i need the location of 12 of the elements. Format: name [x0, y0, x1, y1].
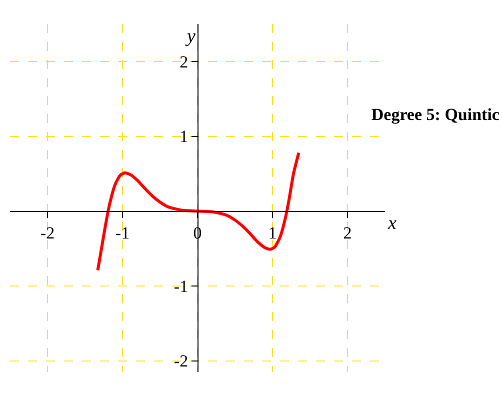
text: Degree 5: Quintic: [371, 104, 500, 124]
x-tick-label: 2: [343, 223, 352, 242]
line-series: [96, 151, 300, 272]
y-tick-label: 2: [180, 52, 188, 72]
x-axis-title: x: [387, 213, 397, 234]
x-tick-label: -1: [115, 223, 130, 242]
y-tick-label: -2: [174, 352, 188, 371]
y-tick-label: 1: [180, 127, 188, 146]
y-tick-label: -1: [174, 276, 188, 296]
y-axis-title: y: [185, 26, 196, 47]
x-tick-label: -2: [40, 223, 55, 242]
x-tick-label: 1: [268, 223, 277, 242]
